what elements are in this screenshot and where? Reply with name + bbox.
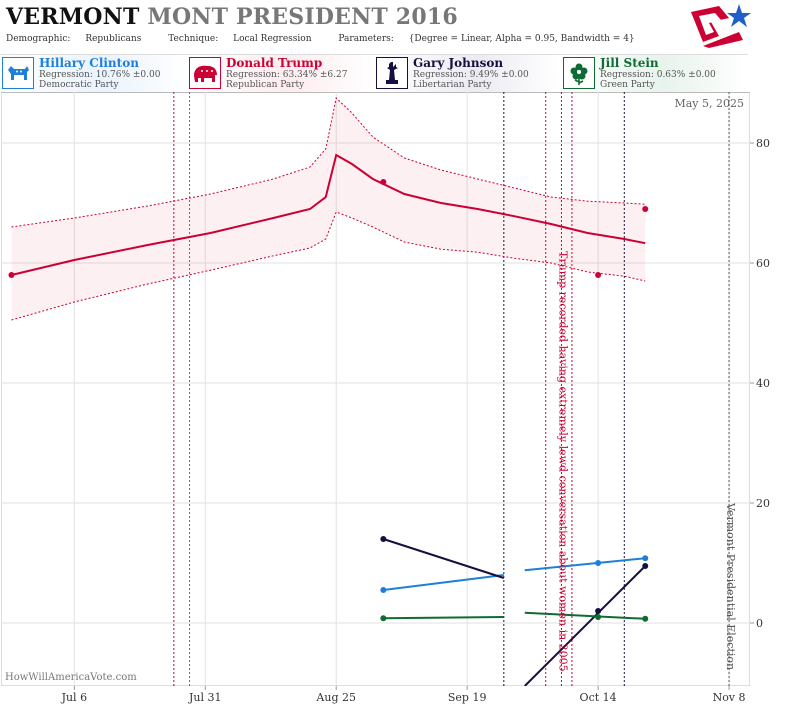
data-point-trump <box>595 272 602 278</box>
candidate-card-clinton[interactable]: Hillary Clinton Regression: 10.76% ±0.00… <box>0 54 187 92</box>
parameters-label: Parameters: <box>338 34 394 44</box>
series-line-clinton <box>383 574 504 591</box>
y-tick-label: 20 <box>756 497 770 510</box>
series-line-johnson <box>524 565 646 686</box>
candidate-name: Hillary Clinton <box>39 56 139 70</box>
watermark-text: HowWillAmericaVote.com <box>5 672 137 683</box>
candidate-name: Gary Johnson <box>413 56 504 70</box>
y-tick-label: 80 <box>756 137 770 150</box>
event-annotation: Vermont Presidential Election <box>724 502 737 670</box>
series-line-clinton <box>524 557 646 572</box>
title-state: VERMONT <box>6 4 140 30</box>
page-title: VERMONT MONT PRESIDENT 2016 <box>6 4 458 30</box>
data-point-trump <box>8 272 15 278</box>
candidate-party: Republican Party <box>226 80 305 90</box>
title-race: MONT PRESIDENT 2016 <box>147 4 458 30</box>
chart-parameters: Demographic: Republicans Technique: Loca… <box>6 34 659 44</box>
data-point-stein <box>642 615 649 622</box>
flower-icon <box>563 57 595 89</box>
series-line-johnson <box>383 538 505 579</box>
series-line-stein <box>524 611 646 620</box>
data-point-clinton <box>642 555 649 562</box>
x-tick-label: Jul 31 <box>188 691 222 704</box>
site-logo-icon[interactable] <box>689 2 751 48</box>
x-tick-label: Sep 19 <box>448 691 487 704</box>
technique-label: Technique: <box>168 34 219 44</box>
x-tick-label: Jul 6 <box>61 691 88 704</box>
candidate-name: Donald Trump <box>226 56 323 70</box>
candidate-card-johnson[interactable]: Gary Johnson Regression: 9.49% ±0.00 Lib… <box>374 54 561 92</box>
y-tick-label: 60 <box>756 257 770 270</box>
y-tick-label: 0 <box>756 617 763 630</box>
candidate-regression: Regression: 9.49% ±0.00 <box>413 70 529 80</box>
technique-value: Local Regression <box>233 34 312 44</box>
demographic-label: Demographic: <box>6 34 71 44</box>
series-line-stein <box>383 616 504 620</box>
data-point-clinton <box>380 587 387 593</box>
candidate-regression: Regression: 0.63% ±0.00 <box>600 70 716 80</box>
candidate-name: Jill Stein <box>600 56 659 70</box>
data-point-johnson <box>642 563 649 569</box>
y-tick-label: 40 <box>756 377 770 390</box>
candidate-party: Democratic Party <box>39 80 119 90</box>
data-point-johnson <box>595 608 602 614</box>
data-point-trump <box>380 179 387 185</box>
data-point-stein <box>595 614 602 620</box>
candidate-card-stein[interactable]: Jill Stein Regression: 0.63% ±0.00 Green… <box>561 54 748 92</box>
x-tick-label: Nov 8 <box>713 691 746 704</box>
parameters-value: {Degree = Linear, Alpha = 0.95, Bandwidt… <box>408 34 635 44</box>
candidate-regression: Regression: 63.34% ±6.27 <box>226 70 348 80</box>
candidate-party: Green Party <box>600 80 655 90</box>
data-point-johnson <box>380 536 387 542</box>
event-annotation: Trump recorded having extremely lewd con… <box>556 251 569 672</box>
demographic-value: Republicans <box>85 34 142 44</box>
poll-chart[interactable]: Trump recorded having extremely lewd con… <box>0 92 789 704</box>
candidate-card-trump[interactable]: Donald Trump Regression: 63.34% ±6.27 Re… <box>187 54 374 92</box>
statue-of-liberty-icon <box>376 57 408 89</box>
data-point-stein <box>380 615 387 622</box>
confidence-band <box>11 98 646 320</box>
plot-area: Trump recorded having extremely lewd con… <box>1 92 750 686</box>
candidate-regression: Regression: 10.76% ±0.00 <box>39 70 161 80</box>
data-point-clinton <box>595 560 602 566</box>
data-point-trump <box>642 206 649 212</box>
x-tick-label: Aug 25 <box>315 691 356 704</box>
elephant-icon <box>189 57 221 89</box>
candidate-party: Libertarian Party <box>413 80 492 90</box>
donkey-icon <box>2 57 34 89</box>
series-line-trump <box>11 153 646 276</box>
x-tick-label: Oct 14 <box>580 691 617 704</box>
chart-header: VERMONT MONT PRESIDENT 2016 Demographic:… <box>0 0 789 52</box>
chart-date-label: May 5, 2025 <box>674 97 744 110</box>
